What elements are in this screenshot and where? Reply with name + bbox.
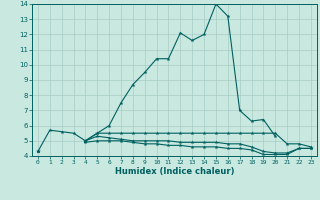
- X-axis label: Humidex (Indice chaleur): Humidex (Indice chaleur): [115, 167, 234, 176]
